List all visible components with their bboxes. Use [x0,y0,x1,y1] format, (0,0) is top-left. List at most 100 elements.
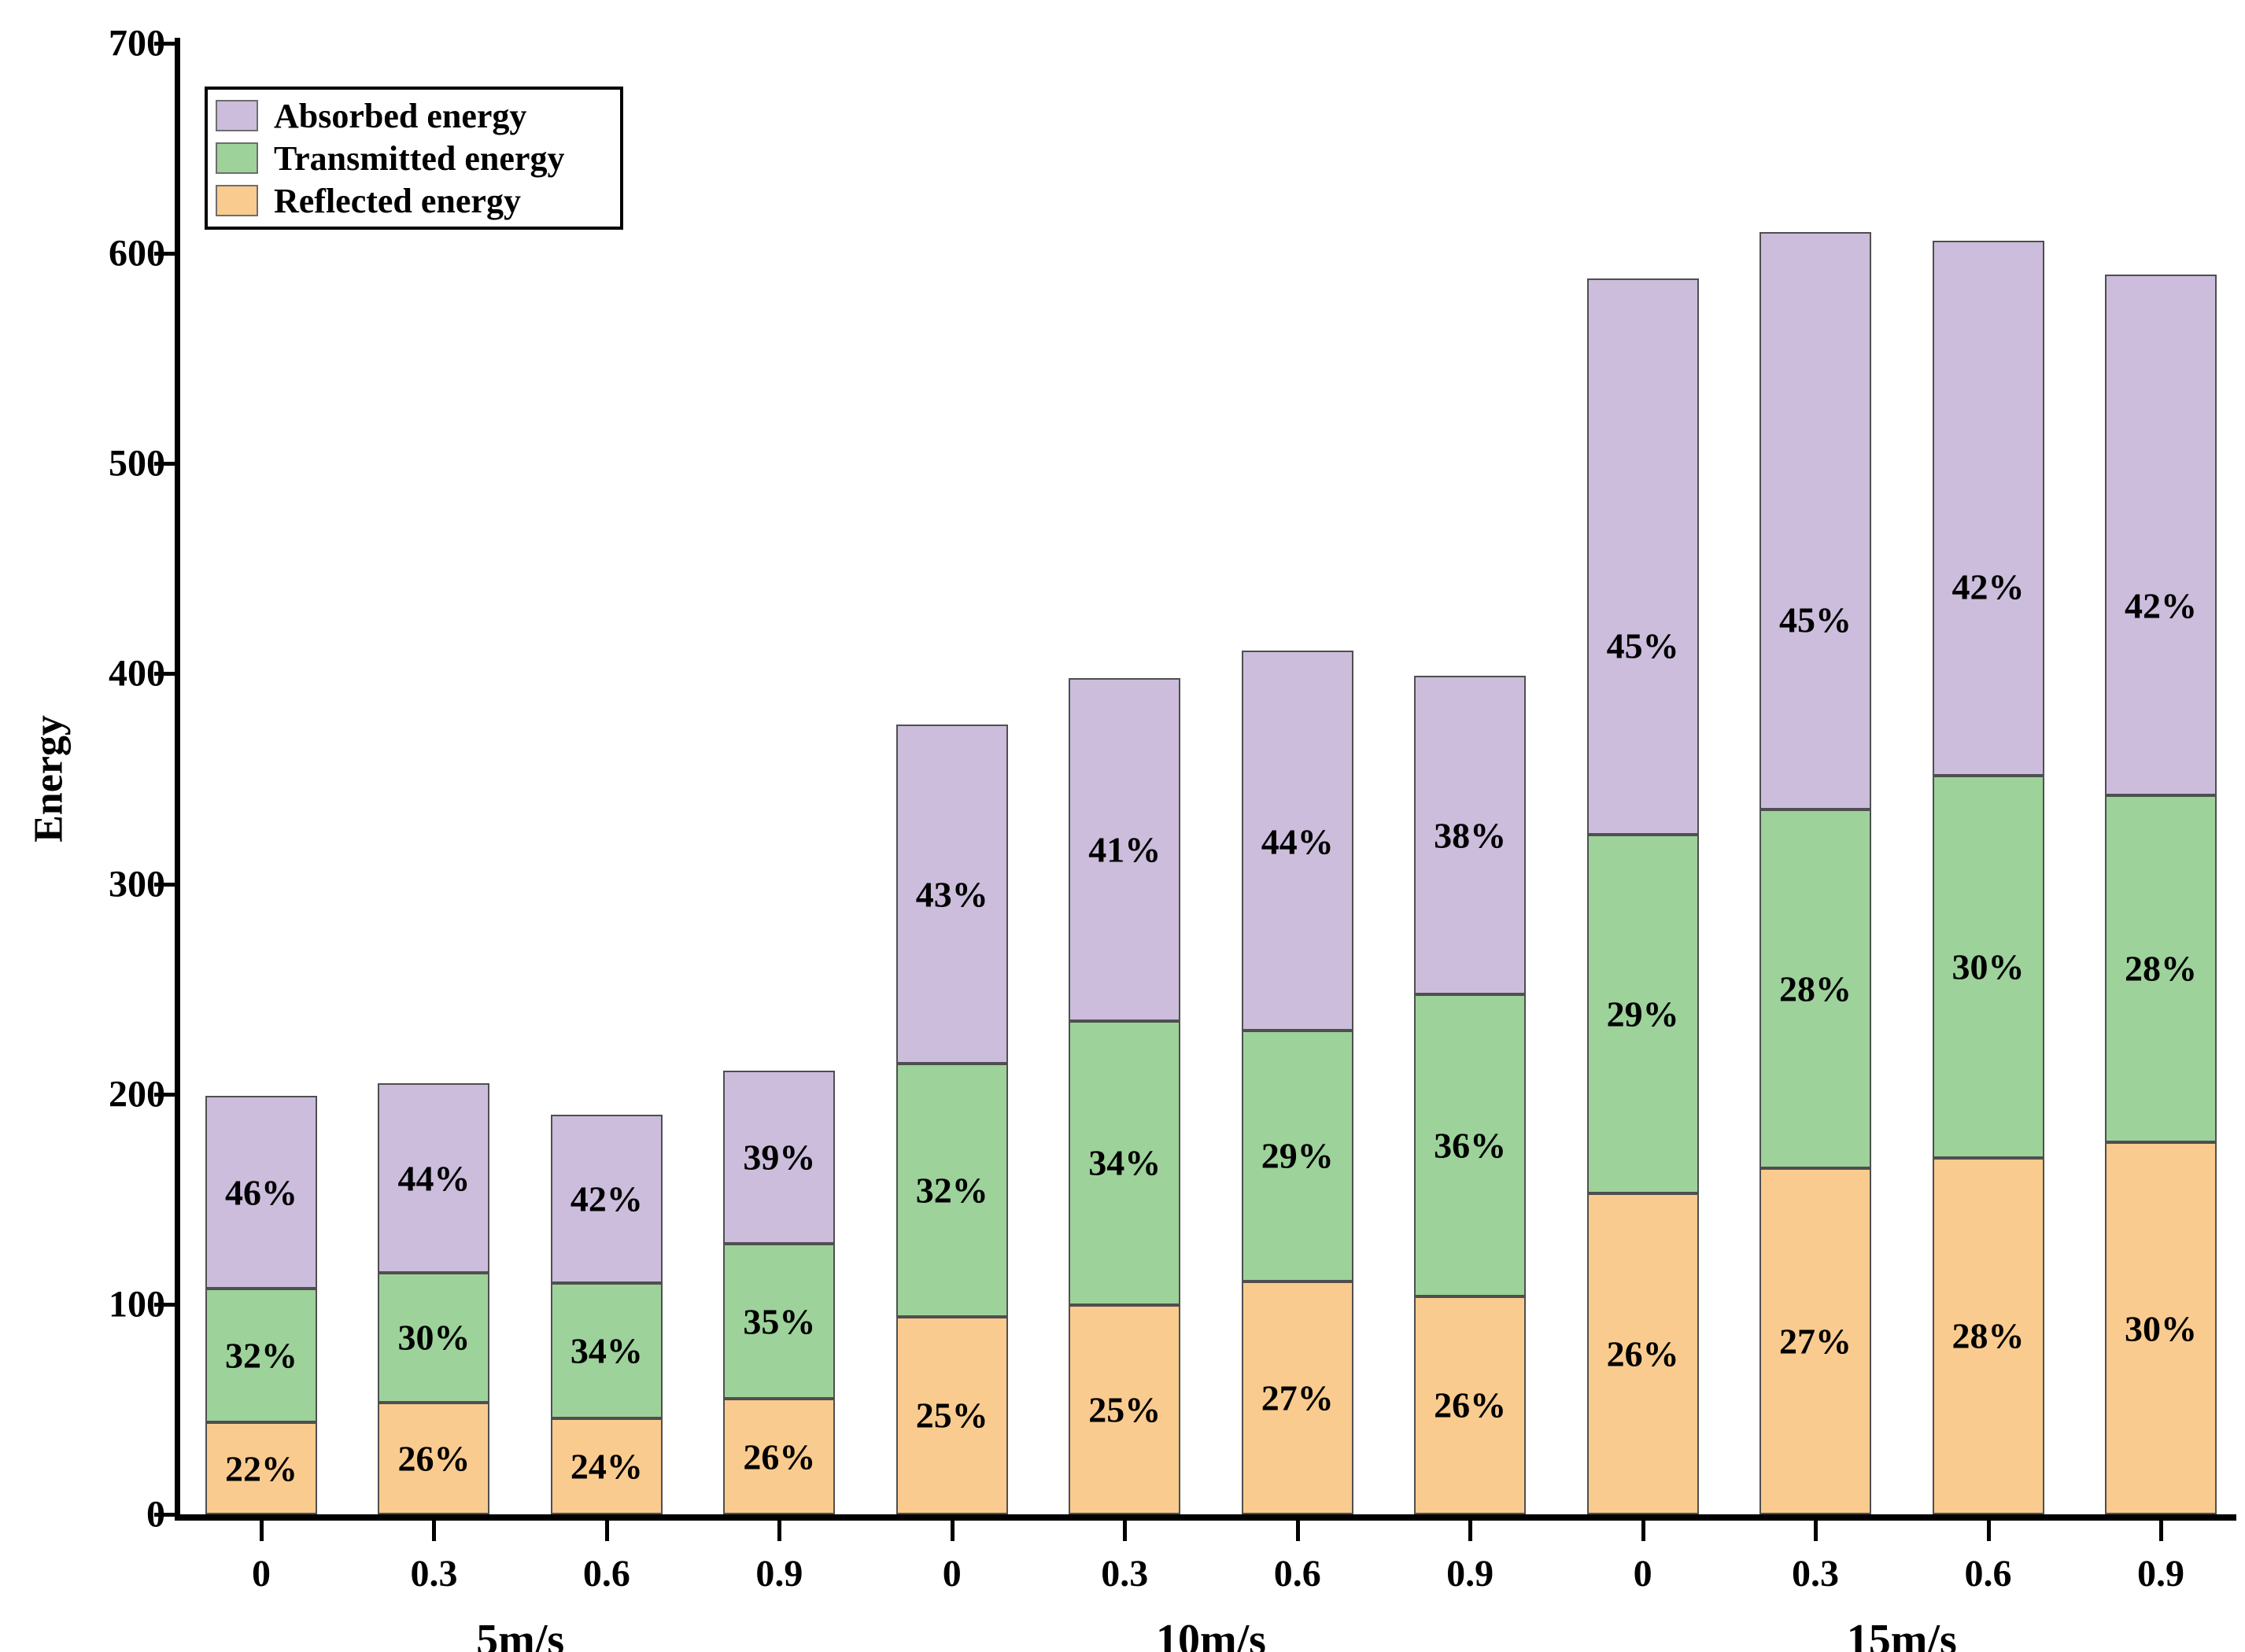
segment-percent-label: 35% [743,1301,816,1342]
x-tick [1814,1521,1819,1541]
y-tick [154,42,175,46]
bar-segment-transmitted [1586,835,1699,1193]
segment-percent-label: 30% [2124,1308,2197,1349]
bar-segment-reflected [1069,1305,1181,1514]
segment-percent-label: 41% [1088,829,1161,870]
y-tick [154,1513,175,1517]
segment-percent-label: 38% [1434,815,1507,856]
segment-percent-label: 29% [1606,994,1679,1034]
legend-item: Reflected energy [216,179,612,222]
x-tick-label: 0 [942,1553,962,1595]
bar-segment-absorbed [550,1115,663,1283]
y-tick-label: 600 [109,232,165,275]
segment-percent-label: 26% [743,1436,816,1477]
segment-percent-label: 36% [1434,1125,1507,1166]
group-label: 15m/s [1846,1616,1957,1652]
x-tick-label: 0.3 [1101,1553,1149,1595]
segment-percent-label: 42% [2124,585,2197,626]
x-tick-label: 0.3 [410,1553,458,1595]
bar-segment-absorbed [1069,677,1181,1021]
segment-percent-label: 28% [2124,948,2197,989]
x-tick [1295,1521,1300,1541]
y-tick [154,672,175,677]
x-tick-label: 0 [252,1553,271,1595]
segment-percent-label: 30% [1951,946,2025,987]
x-tick [260,1521,264,1541]
bar-segment-reflected [378,1402,490,1514]
bar-segment-absorbed [1932,241,2044,776]
segment-percent-label: 24% [570,1446,643,1487]
y-tick-label: 100 [109,1283,165,1326]
bar-segment-transmitted [1414,994,1527,1296]
x-tick-label: 0.6 [1964,1553,2012,1595]
segment-percent-label: 34% [1088,1142,1161,1183]
legend-label: Transmitted energy [274,138,565,178]
segment-percent-label: 34% [570,1330,643,1371]
group-label: 10m/s [1155,1616,1266,1652]
x-tick-label: 0.9 [1446,1553,1494,1595]
legend-swatch-absorbed-icon [216,100,258,131]
bar-segment-reflected [2104,1142,2217,1514]
legend-label: Absorbed energy [274,96,527,135]
bar-segment-transmitted [723,1244,836,1399]
bar-segment-reflected [550,1418,663,1514]
bar-segment-reflected [205,1422,317,1514]
bar-segment-absorbed [895,724,1008,1064]
segment-percent-label: 39% [743,1137,816,1178]
bar-segment-reflected [1586,1193,1699,1514]
x-tick-label: 0.9 [755,1553,803,1595]
segment-percent-label: 27% [1261,1377,1334,1418]
x-tick [432,1521,437,1541]
bar-segment-transmitted [1932,776,2044,1158]
segment-percent-label: 43% [915,874,988,914]
bar-segment-transmitted [895,1064,1008,1317]
segment-percent-label: 28% [1951,1315,2025,1356]
bar-segment-absorbed [1414,676,1527,995]
x-tick [1123,1521,1128,1541]
bar-segment-reflected [1759,1168,1872,1514]
bar-segment-reflected [723,1399,836,1514]
segment-percent-label: 32% [225,1335,297,1376]
x-tick [604,1521,609,1541]
legend-swatch-reflected-icon [216,185,258,216]
x-tick-label: 0.9 [2136,1553,2184,1595]
y-axis-spine [175,38,180,1520]
segment-percent-label: 44% [1261,821,1334,862]
x-tick-label: 0 [1633,1553,1652,1595]
bar-segment-absorbed [1586,278,1699,835]
segment-percent-label: 30% [397,1317,471,1358]
x-tick [2158,1521,2163,1541]
x-tick [777,1521,782,1541]
legend-item: Absorbed energy [216,94,612,137]
bar-segment-transmitted [2104,795,2217,1143]
bar-segment-transmitted [378,1273,490,1403]
bar-segment-reflected [895,1316,1008,1514]
y-tick-label: 0 [146,1493,165,1536]
legend: Absorbed energy Transmitted energy Reflect… [205,87,623,230]
bar-segment-absorbed [1241,651,1353,1031]
segment-percent-label: 42% [1951,566,2025,607]
bar-segment-transmitted [550,1282,663,1419]
y-tick-label: 700 [109,22,165,65]
x-tick-label: 0.6 [582,1553,630,1595]
bar-segment-absorbed [2104,274,2217,795]
segment-percent-label: 44% [397,1158,471,1199]
bar-segment-absorbed [378,1083,490,1274]
x-tick [1468,1521,1473,1541]
segment-percent-label: 29% [1261,1135,1334,1176]
y-tick-label: 300 [109,863,165,905]
segment-percent-label: 25% [1088,1389,1161,1430]
legend-swatch-transmitted-icon [216,142,258,174]
segment-percent-label: 46% [225,1172,297,1213]
y-tick-label: 500 [109,442,165,485]
y-tick [154,1092,175,1097]
segment-percent-label: 22% [225,1448,297,1489]
segment-percent-label: 45% [1606,625,1679,666]
bar-segment-reflected [1241,1281,1353,1514]
bar-segment-reflected [1932,1157,2044,1514]
y-axis-title: Energy [26,715,72,843]
x-tick-label: 0.6 [1273,1553,1321,1595]
legend-label: Reflected energy [274,181,521,220]
bar-segment-transmitted [1759,809,1872,1168]
